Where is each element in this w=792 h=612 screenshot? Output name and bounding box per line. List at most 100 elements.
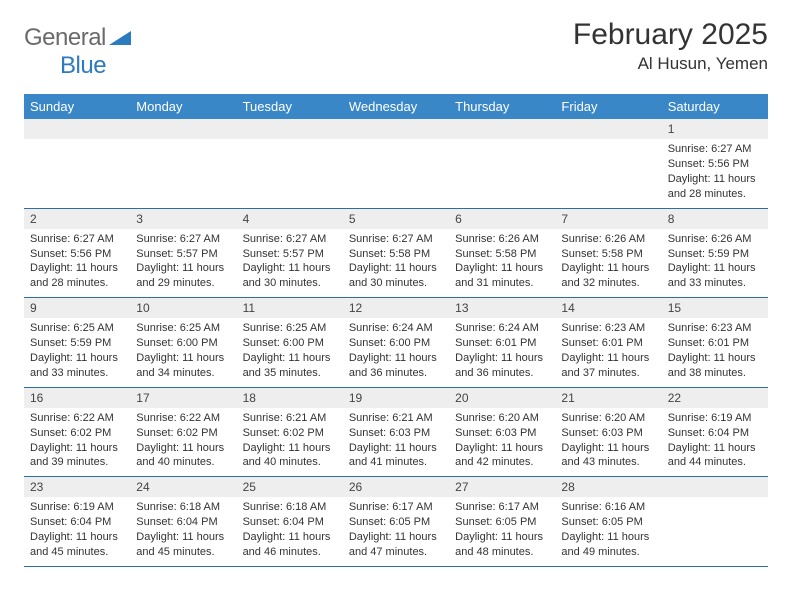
logo-text: General (24, 24, 131, 52)
daylight-text: Daylight: 11 hours (136, 351, 230, 366)
daylight-text: and 40 minutes. (243, 455, 337, 470)
daylight-text: and 39 minutes. (30, 455, 124, 470)
logo-triangle-icon (109, 29, 131, 50)
calendar-cell-empty (555, 119, 661, 208)
sunrise-text: Sunrise: 6:18 AM (243, 500, 337, 515)
daylight-text: and 33 minutes. (668, 276, 762, 291)
sunrise-text: Sunrise: 6:25 AM (30, 321, 124, 336)
calendar-cell: 3Sunrise: 6:27 AMSunset: 5:57 PMDaylight… (130, 209, 236, 298)
daylight-text: and 45 minutes. (136, 545, 230, 560)
week-row: 23Sunrise: 6:19 AMSunset: 6:04 PMDayligh… (24, 477, 768, 567)
calendar-cell: 12Sunrise: 6:24 AMSunset: 6:00 PMDayligh… (343, 298, 449, 387)
sunset-text: Sunset: 6:01 PM (561, 336, 655, 351)
week-row: 1Sunrise: 6:27 AMSunset: 5:56 PMDaylight… (24, 119, 768, 209)
daylight-text: and 48 minutes. (455, 545, 549, 560)
sunset-text: Sunset: 6:04 PM (668, 426, 762, 441)
daylight-text: Daylight: 11 hours (668, 261, 762, 276)
daylight-text: Daylight: 11 hours (30, 530, 124, 545)
daylight-text: and 29 minutes. (136, 276, 230, 291)
sunset-text: Sunset: 5:56 PM (668, 157, 762, 172)
day-number: 19 (343, 388, 449, 408)
day-number: 22 (662, 388, 768, 408)
sunset-text: Sunset: 6:03 PM (455, 426, 549, 441)
sunset-text: Sunset: 6:05 PM (455, 515, 549, 530)
day-header: Friday (555, 94, 661, 119)
sunrise-text: Sunrise: 6:21 AM (349, 411, 443, 426)
sunrise-text: Sunrise: 6:24 AM (349, 321, 443, 336)
sunset-text: Sunset: 6:05 PM (561, 515, 655, 530)
daylight-text: Daylight: 11 hours (668, 172, 762, 187)
daylight-text: and 40 minutes. (136, 455, 230, 470)
day-number (449, 119, 555, 139)
sunset-text: Sunset: 5:58 PM (455, 247, 549, 262)
sunrise-text: Sunrise: 6:22 AM (136, 411, 230, 426)
sunset-text: Sunset: 6:05 PM (349, 515, 443, 530)
sunrise-text: Sunrise: 6:27 AM (30, 232, 124, 247)
sunrise-text: Sunrise: 6:23 AM (668, 321, 762, 336)
daylight-text: and 45 minutes. (30, 545, 124, 560)
sunset-text: Sunset: 5:59 PM (668, 247, 762, 262)
day-header: Wednesday (343, 94, 449, 119)
sunrise-text: Sunrise: 6:26 AM (668, 232, 762, 247)
calendar-cell: 19Sunrise: 6:21 AMSunset: 6:03 PMDayligh… (343, 388, 449, 477)
daylight-text: and 47 minutes. (349, 545, 443, 560)
daylight-text: Daylight: 11 hours (349, 441, 443, 456)
day-number: 26 (343, 477, 449, 497)
daylight-text: and 46 minutes. (243, 545, 337, 560)
sunset-text: Sunset: 6:01 PM (455, 336, 549, 351)
calendar-cell: 17Sunrise: 6:22 AMSunset: 6:02 PMDayligh… (130, 388, 236, 477)
sunrise-text: Sunrise: 6:27 AM (136, 232, 230, 247)
daylight-text: and 28 minutes. (30, 276, 124, 291)
day-number: 16 (24, 388, 130, 408)
week-row: 2Sunrise: 6:27 AMSunset: 5:56 PMDaylight… (24, 209, 768, 299)
day-number (662, 477, 768, 497)
day-number: 10 (130, 298, 236, 318)
day-header: Monday (130, 94, 236, 119)
week-row: 16Sunrise: 6:22 AMSunset: 6:02 PMDayligh… (24, 388, 768, 478)
day-number: 21 (555, 388, 661, 408)
calendar-cell: 21Sunrise: 6:20 AMSunset: 6:03 PMDayligh… (555, 388, 661, 477)
calendar-cell: 26 Sunrise: 6:17 AMSunset: 6:05 PMDayligh… (343, 477, 449, 566)
daylight-text: and 37 minutes. (561, 366, 655, 381)
calendar-cell: 9Sunrise: 6:25 AMSunset: 5:59 PMDaylight… (24, 298, 130, 387)
day-number: 9 (24, 298, 130, 318)
day-header: Sunday (24, 94, 130, 119)
day-header-row: Sunday Monday Tuesday Wednesday Thursday… (24, 94, 768, 119)
day-number: 13 (449, 298, 555, 318)
daylight-text: Daylight: 11 hours (668, 351, 762, 366)
daylight-text: Daylight: 11 hours (349, 530, 443, 545)
daylight-text: and 41 minutes. (349, 455, 443, 470)
daylight-text: and 38 minutes. (668, 366, 762, 381)
daylight-text: Daylight: 11 hours (30, 441, 124, 456)
sunrise-text: Sunrise: 6:17 AM (349, 500, 443, 515)
calendar-cell: 4Sunrise: 6:27 AMSunset: 5:57 PMDaylight… (237, 209, 343, 298)
daylight-text: and 43 minutes. (561, 455, 655, 470)
daylight-text: and 35 minutes. (243, 366, 337, 381)
daylight-text: and 34 minutes. (136, 366, 230, 381)
daylight-text: Daylight: 11 hours (668, 441, 762, 456)
day-number: 12 (343, 298, 449, 318)
daylight-text: Daylight: 11 hours (455, 261, 549, 276)
sunrise-text: Sunrise: 6:27 AM (349, 232, 443, 247)
calendar-cell: 24Sunrise: 6:18 AMSunset: 6:04 PMDayligh… (130, 477, 236, 566)
daylight-text: Daylight: 11 hours (455, 351, 549, 366)
day-number: 14 (555, 298, 661, 318)
daylight-text: and 42 minutes. (455, 455, 549, 470)
logo-word-blue: Blue (60, 52, 106, 79)
daylight-text: Daylight: 11 hours (561, 441, 655, 456)
day-number: 11 (237, 298, 343, 318)
sunset-text: Sunset: 6:04 PM (243, 515, 337, 530)
daylight-text: and 32 minutes. (561, 276, 655, 291)
day-number: 7 (555, 209, 661, 229)
day-number: 2 (24, 209, 130, 229)
calendar: Sunday Monday Tuesday Wednesday Thursday… (24, 94, 768, 567)
sunrise-text: Sunrise: 6:22 AM (30, 411, 124, 426)
sunrise-text: Sunrise: 6:23 AM (561, 321, 655, 336)
daylight-text: Daylight: 11 hours (243, 351, 337, 366)
sunset-text: Sunset: 6:02 PM (136, 426, 230, 441)
day-number: 28 (555, 477, 661, 497)
sunrise-text: Sunrise: 6:19 AM (668, 411, 762, 426)
calendar-cell-empty (24, 119, 130, 208)
sunrise-text: Sunrise: 6:26 AM (455, 232, 549, 247)
daylight-text: and 36 minutes. (349, 366, 443, 381)
